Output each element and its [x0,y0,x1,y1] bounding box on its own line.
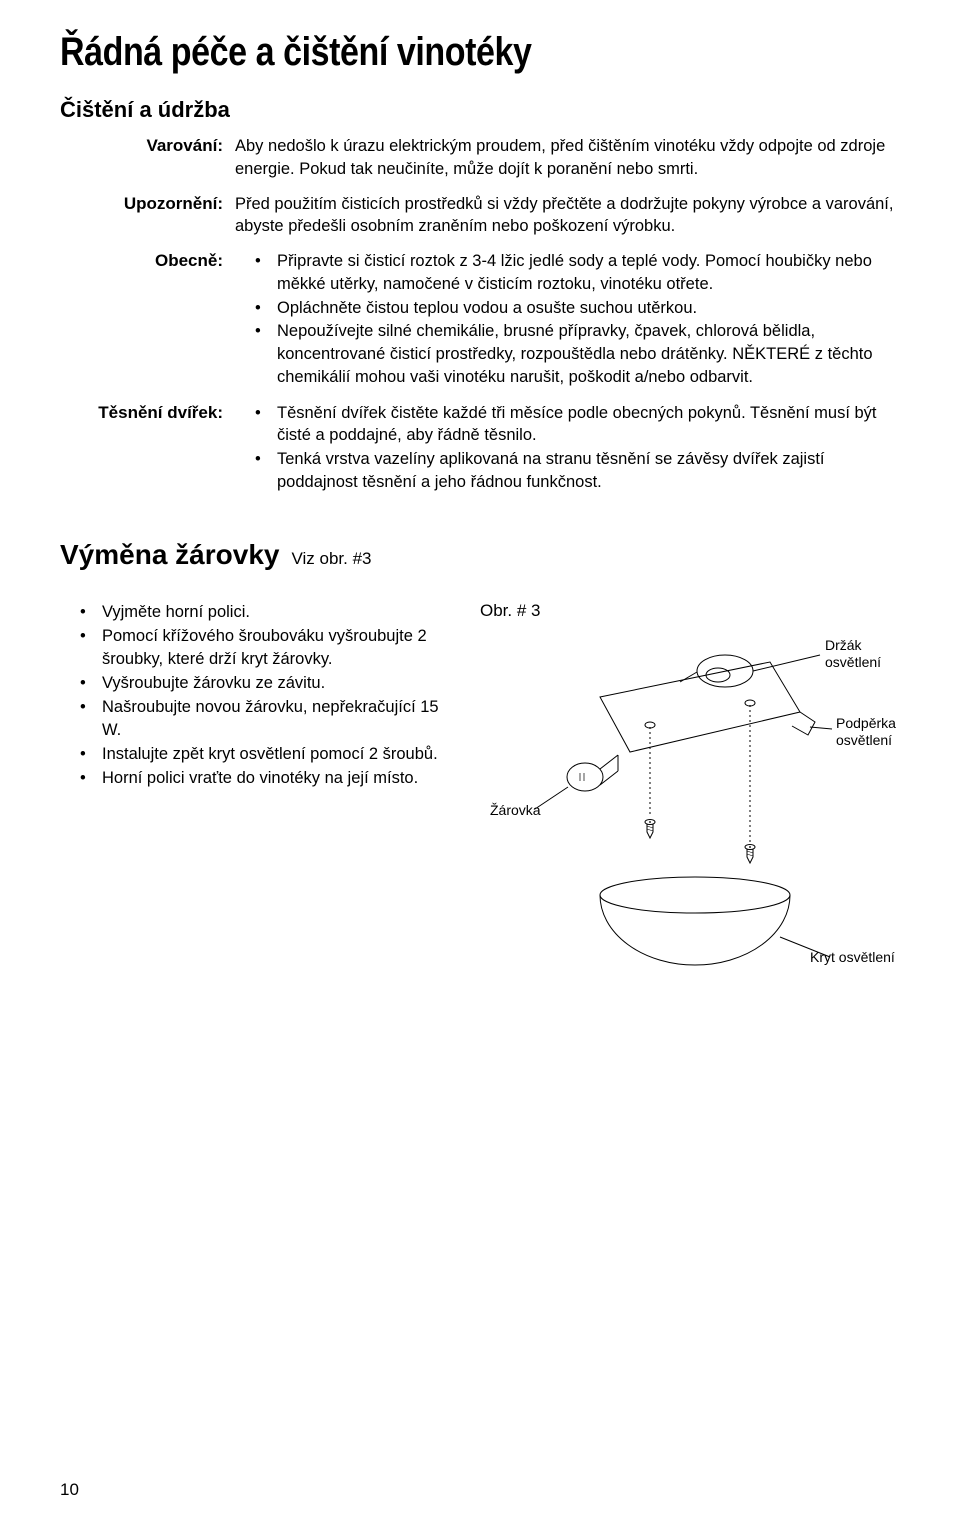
step-item-3: Našroubujte novou žárovku, nepřekračujíc… [60,696,440,742]
gasket-row: Těsnění dvířek: Těsnění dvířek čistěte k… [60,402,900,495]
general-label: Obecně: [60,250,235,271]
general-list: Připravte si čisticí roztok z 3-4 lžic j… [235,250,900,390]
figure-column: Obr. # 3 [480,601,900,987]
label-support: Podpěrka osvětlení [836,715,900,749]
warning-text: Aby nedošlo k úrazu elektrickým proudem,… [235,135,900,181]
steps-column: Vyjměte horní polici.Pomocí křížového šr… [60,601,440,987]
step-item-5: Horní polici vraťte do vinotéky na její … [60,767,440,790]
page-number: 10 [60,1480,79,1500]
label-bulb: Žárovka [490,802,541,819]
step-item-1: Pomocí křížového šroubováku vyšroubujte … [60,625,440,671]
label-holder: Držák osvětlení [825,637,900,671]
step-item-0: Vyjměte horní polici. [60,601,440,624]
label-cover: Kryt osvětlení [810,949,895,966]
section2-title: Výměna žárovky [60,539,279,571]
figure-diagram: Žárovka Držák osvětlení Podpěrka osvětle… [480,627,900,987]
page-title: Řádná péče a čištění vinotéky [60,30,774,75]
caution-text: Před použitím čisticích prostředků si vž… [235,193,900,239]
bulb-replacement-section: Výměna žárovky Viz obr. #3 Vyjměte horní… [60,539,900,987]
step-item-2: Vyšroubujte žárovku ze závitu. [60,672,440,695]
section2-ref: Viz obr. #3 [291,549,371,569]
gasket-item-1: Tenká vrstva vazelíny aplikovaná na stra… [235,448,900,494]
figure-caption: Obr. # 3 [480,601,900,621]
gasket-label: Těsnění dvířek: [60,402,235,423]
general-item-1: Opláchněte čistou teplou vodou a osušte … [235,297,900,320]
diagram-svg [480,627,900,987]
subsection-title: Čištění a údržba [60,97,900,123]
warning-label: Varování: [60,135,235,156]
gasket-list: Těsnění dvířek čistěte každé tři měsíce … [235,402,900,495]
caution-label: Upozornění: [60,193,235,214]
step-item-4: Instalujte zpět kryt osvětlení pomocí 2 … [60,743,440,766]
general-row: Obecně: Připravte si čisticí roztok z 3-… [60,250,900,390]
gasket-item-0: Těsnění dvířek čistěte každé tři měsíce … [235,402,900,448]
caution-row: Upozornění: Před použitím čisticích pros… [60,193,900,239]
general-item-0: Připravte si čisticí roztok z 3-4 lžic j… [235,250,900,296]
warning-row: Varování: Aby nedošlo k úrazu elektrický… [60,135,900,181]
general-item-2: Nepoužívejte silné chemikálie, brusné př… [235,320,900,388]
